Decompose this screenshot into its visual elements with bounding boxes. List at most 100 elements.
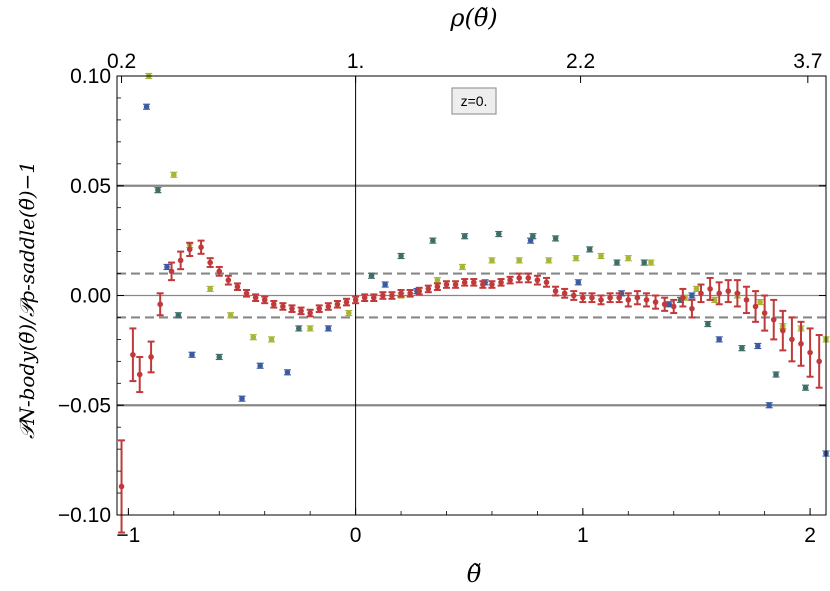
data-point [361,294,368,301]
data-point [652,299,659,305]
data-point [252,294,259,301]
axis-ticks: −1 0 1 2 0.10 0.05 0.00 −0.05 −0.10 0.2 1. 2.2 3.7 [58,50,826,547]
annotation-text: z=0. [461,93,488,109]
data-point [561,290,568,297]
data-point [589,294,595,301]
data-point [543,279,550,286]
data-point [661,301,668,308]
data-point [573,255,579,261]
data-point [175,312,182,319]
data-point [739,345,745,351]
data-point [425,286,432,292]
data-point [716,290,722,297]
data-point [470,279,477,286]
data-point [407,290,413,297]
data-point [171,171,177,178]
data-point [280,303,286,310]
data-point [480,281,486,288]
data-point [495,231,502,237]
data-point [752,303,759,310]
data-point [136,371,143,378]
data-point [143,103,150,110]
data-point [343,299,350,305]
data-point [325,303,332,310]
data-point [368,272,375,279]
data-point [580,294,586,301]
data-point [434,283,441,290]
data-point [155,187,161,193]
data-point [189,351,195,358]
data-series [118,72,830,534]
data-point [761,310,768,316]
data-point [370,294,377,301]
y-axis-title: 𝒫N-body(θ̃)/𝒫ρ-saddle(θ̃)−1 [15,161,39,439]
data-point [216,354,223,360]
data-point [498,279,504,286]
data-point [545,257,552,264]
data-point [693,286,700,292]
data-point [207,259,213,266]
data-point [570,292,577,299]
data-point [316,305,323,312]
x-tick-label: −1 [116,524,140,547]
data-point [725,288,732,294]
data-point [198,244,204,251]
data-point [243,290,250,297]
data-point [398,290,404,297]
data-point [157,301,163,308]
data-point [345,310,352,316]
data-point [516,275,523,281]
y-tick-label: −0.10 [58,504,111,527]
data-point [614,259,620,266]
x-tick-label: 0 [350,524,362,547]
data-point [261,297,268,303]
data-point [534,277,541,283]
data-point [634,294,641,301]
data-point [743,297,750,303]
data-point [689,292,695,299]
data-point [530,233,536,240]
data-point [625,255,632,261]
data-point [598,253,604,259]
data-point [168,268,175,275]
data-point [773,371,779,378]
data-point [186,246,193,253]
data-point [598,297,604,303]
data-point [216,268,223,275]
top-tick-label: 1. [347,50,365,73]
data-point [648,259,654,266]
top-tick-label: 2.2 [566,50,595,73]
data-point [461,233,468,240]
data-point [507,277,513,283]
data-point [250,334,257,341]
data-point [398,253,404,259]
annotation-box: z=0. [451,87,497,115]
data-point [780,327,786,334]
data-point [616,294,623,301]
data-point [766,402,772,409]
data-point [816,358,822,365]
y-tick-label: 0.05 [70,175,111,198]
data-point [434,277,441,283]
data-point [443,281,450,288]
x-axis-title: θ̃ [467,560,482,588]
data-point [489,281,495,288]
series-2 [145,72,830,343]
data-point [389,292,395,299]
annotation-frame [451,87,497,115]
data-point [148,354,154,360]
data-point [802,384,809,391]
data-point [757,299,763,305]
data-point [352,297,359,303]
data-point [225,277,232,283]
data-point [234,283,241,290]
data-point [130,351,136,358]
data-point [516,257,523,264]
top-tick-label: 3.7 [793,50,822,73]
reference-lines [117,76,826,515]
data-point [118,483,125,490]
data-point [643,297,650,303]
data-point [666,301,673,308]
data-point [177,257,184,264]
top-tick-label: 0.2 [107,50,136,73]
